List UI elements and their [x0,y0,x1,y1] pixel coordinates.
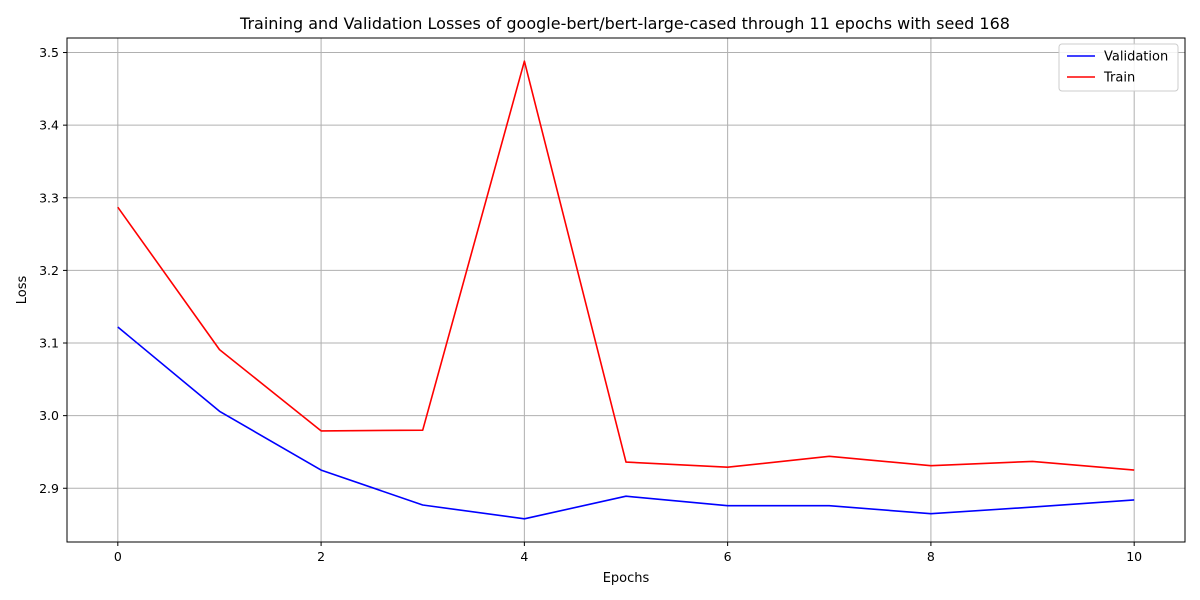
x-tick-label: 4 [520,549,528,564]
x-tick-label: 2 [317,549,325,564]
y-axis-label: Loss [15,276,30,305]
legend-label-train: Train [1103,71,1135,86]
y-tick-label: 3.3 [39,190,59,205]
y-tick-label: 3.0 [39,408,59,423]
y-tick-label: 3.1 [39,336,59,351]
legend: Validation Train [1058,43,1179,92]
y-tick-label: 2.9 [39,481,59,496]
x-tick-label: 6 [724,549,732,564]
series-line-validation [117,326,1135,520]
grid [67,38,1185,542]
y-axis: 2.9 3.0 3.1 3.2 3.3 3.4 3.5 [39,45,67,496]
series-line-train [117,60,1135,471]
x-tick-label: 10 [1126,549,1142,564]
x-tick-label: 0 [114,549,122,564]
y-tick-label: 3.2 [39,263,59,278]
chart-title: Training and Validation Losses of google… [239,14,1010,33]
series-layer [117,60,1135,520]
x-tick-label: 8 [927,549,935,564]
x-axis: 0 2 4 6 8 10 [114,542,1142,564]
legend-label-validation: Validation [1104,50,1168,65]
y-tick-label: 3.5 [39,45,59,60]
x-axis-label: Epochs [603,571,650,586]
y-tick-label: 3.4 [39,118,59,133]
plot-frame [66,37,1186,543]
